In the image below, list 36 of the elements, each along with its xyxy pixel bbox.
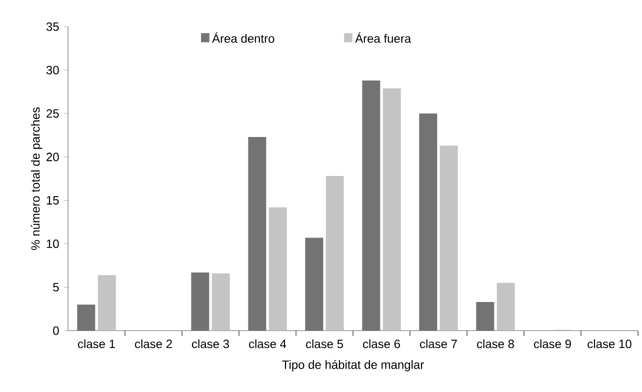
bar [77, 304, 96, 331]
bar [362, 80, 380, 331]
bar [382, 88, 401, 331]
bar [268, 207, 287, 331]
x-tick-label: clase 4 [249, 339, 286, 348]
bar [98, 275, 116, 331]
x-tick-label: clase 10 [588, 339, 632, 348]
x-tick-label: clase 7 [420, 339, 457, 348]
y-tick-label: 0 [53, 326, 59, 335]
x-tick-label: clase 6 [363, 339, 400, 348]
bar [419, 114, 438, 331]
x-tick-label: clase 5 [306, 339, 343, 348]
y-tick-label: 35 [46, 22, 59, 31]
bar [248, 136, 266, 331]
x-tick-label: clase 8 [476, 339, 514, 348]
bar [191, 272, 210, 331]
y-tick-label: 30 [46, 66, 59, 74]
bar [305, 238, 324, 331]
y-axis-title: % número total de parches [30, 107, 42, 250]
y-tick-label: 20 [46, 152, 59, 162]
legend-label: Área dentro [212, 32, 274, 43]
x-tick-label: clase 9 [534, 339, 571, 348]
bar [212, 273, 230, 331]
bar [326, 176, 344, 331]
bar [476, 302, 494, 331]
x-tick-label: clase 1 [78, 339, 115, 348]
legend-label: Área fuera [355, 32, 412, 43]
y-tick-label: 25 [46, 109, 59, 118]
y-tick-label: 10 [46, 240, 59, 248]
y-tick-label: 5 [53, 283, 59, 292]
y-tick-label: 15 [46, 196, 59, 205]
bar [496, 282, 515, 331]
x-tick-label: clase 3 [192, 339, 229, 348]
x-axis-title: Tipo de hábitat de manglar [282, 360, 424, 372]
bar [440, 146, 458, 331]
x-tick-label: clase 2 [135, 339, 172, 348]
